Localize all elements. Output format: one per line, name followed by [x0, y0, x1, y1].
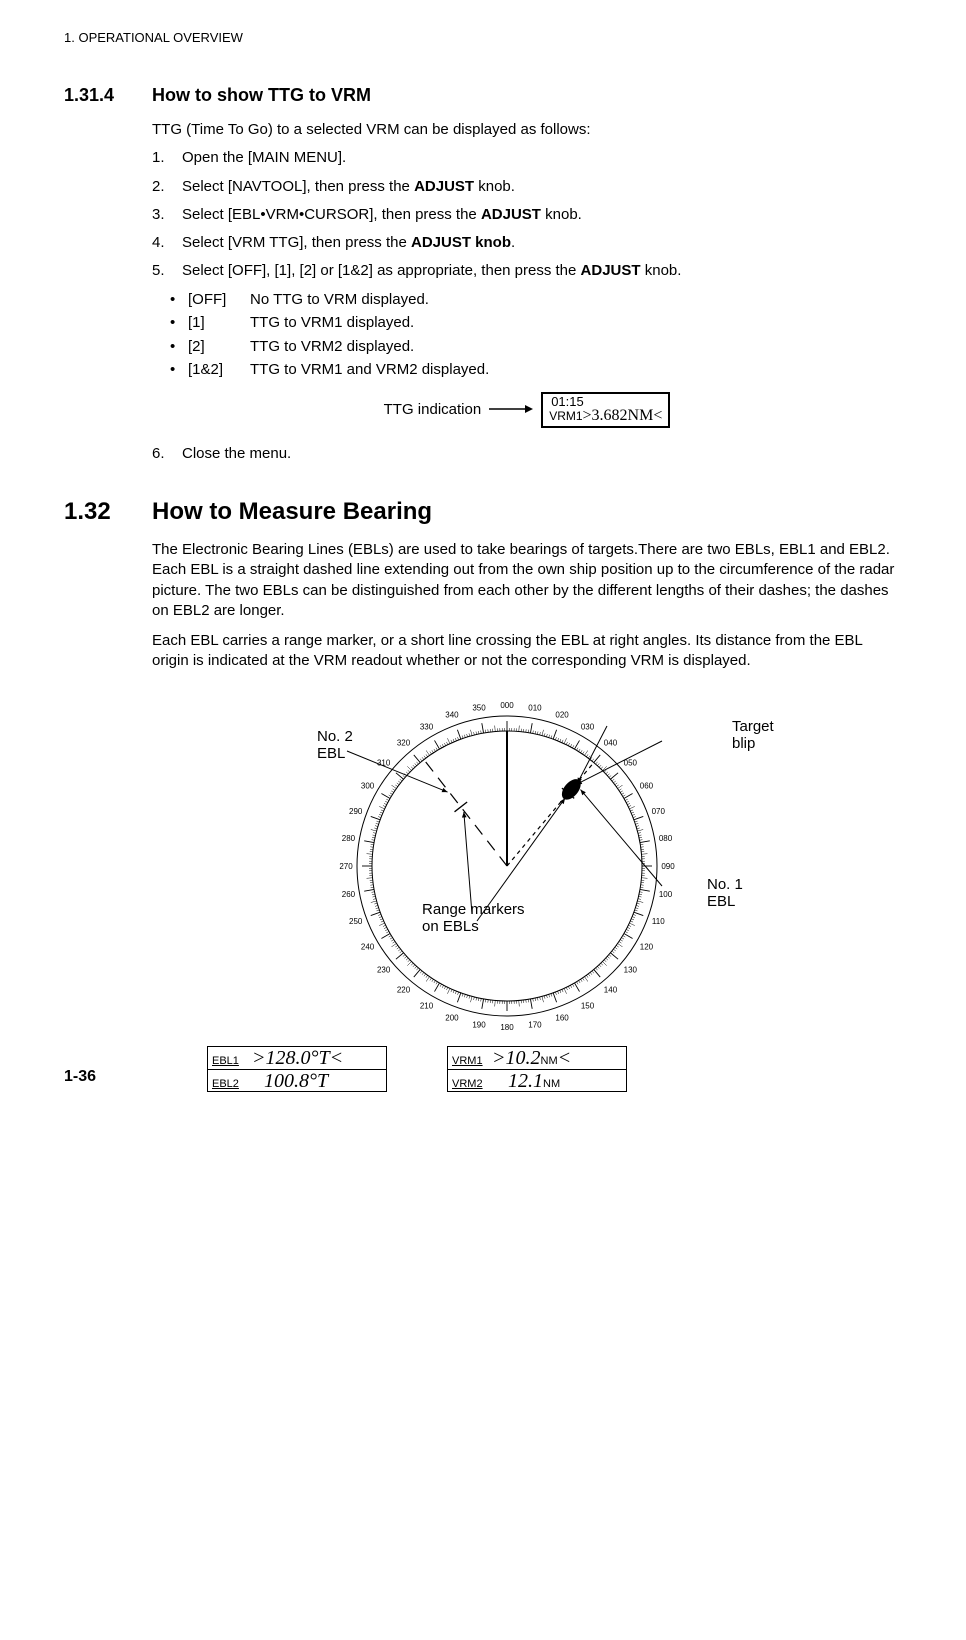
- annot-target: Targetblip: [732, 718, 774, 753]
- svg-text:220: 220: [397, 985, 411, 994]
- svg-text:270: 270: [339, 862, 353, 871]
- step-text: Select [VRM TTG], then press the ADJUST …: [182, 233, 515, 253]
- svg-text:260: 260: [342, 890, 356, 899]
- radar-diagram: 0000100200300400500600700800901001101201…: [207, 686, 847, 1086]
- step-item: 5. Select [OFF], [1], [2] or [1&2] as ap…: [152, 261, 902, 281]
- section-number: 1.32: [64, 498, 152, 526]
- step-number: 1.: [152, 148, 182, 168]
- step-number: 4.: [152, 233, 182, 253]
- svg-text:010: 010: [528, 703, 542, 712]
- svg-text:200: 200: [445, 1013, 459, 1022]
- ebl-readout-box: EBL1>128.0°T< EBL2100.8°T: [207, 1046, 387, 1092]
- intro-text: TTG (Time To Go) to a selected VRM can b…: [152, 120, 902, 140]
- step-item: 6. Close the menu.: [152, 444, 902, 464]
- ttg-indication-label: TTG indication: [384, 401, 482, 418]
- svg-text:350: 350: [472, 703, 486, 712]
- step-item: 4. Select [VRM TTG], then press the ADJU…: [152, 233, 902, 253]
- svg-text:210: 210: [420, 1001, 434, 1010]
- annot-ebl2: No. 2EBL: [317, 728, 353, 763]
- svg-text:240: 240: [361, 942, 375, 951]
- step-text: Select [EBL•VRM•CURSOR], then press the …: [182, 205, 582, 225]
- svg-text:090: 090: [661, 862, 675, 871]
- section-number: 1.31.4: [64, 85, 152, 106]
- section-title: How to Measure Bearing: [152, 498, 432, 526]
- section-heading: 1.31.4 How to show TTG to VRM: [64, 85, 902, 106]
- ttg-time: 01:15: [549, 395, 662, 409]
- ttg-vrm-value: VRM1>3.682NM<: [549, 408, 662, 425]
- step-text: Open the [MAIN MENU].: [182, 148, 346, 168]
- svg-text:100: 100: [659, 890, 673, 899]
- svg-text:160: 160: [555, 1013, 569, 1022]
- vrm-readout-box: VRM1>10.2NM< VRM212.1NM: [447, 1046, 627, 1092]
- svg-text:060: 060: [640, 781, 654, 790]
- arrow-right-icon: [489, 401, 533, 418]
- svg-text:130: 130: [624, 965, 638, 974]
- svg-text:040: 040: [604, 738, 618, 747]
- svg-text:300: 300: [361, 781, 375, 790]
- page-header: 1. OPERATIONAL OVERVIEW: [64, 30, 902, 45]
- step-item: 3. Select [EBL•VRM•CURSOR], then press t…: [152, 205, 902, 225]
- step-number: 6.: [152, 444, 182, 464]
- step-text: Close the menu.: [182, 444, 291, 464]
- step-number: 3.: [152, 205, 182, 225]
- page-number: 1-36: [64, 1068, 96, 1086]
- section-heading: 1.32 How to Measure Bearing: [64, 498, 902, 526]
- svg-text:190: 190: [472, 1020, 486, 1029]
- step-text: Select [NAVTOOL], then press the ADJUST …: [182, 177, 515, 197]
- svg-text:180: 180: [500, 1023, 514, 1032]
- svg-text:030: 030: [581, 722, 595, 731]
- svg-text:250: 250: [349, 917, 363, 926]
- step-number: 5.: [152, 261, 182, 281]
- option-item: •[OFF]No TTG to VRM displayed.: [170, 290, 902, 310]
- svg-text:000: 000: [500, 701, 514, 710]
- paragraph: Each EBL carries a range marker, or a sh…: [152, 631, 902, 672]
- svg-text:080: 080: [659, 834, 673, 843]
- svg-text:150: 150: [581, 1001, 595, 1010]
- option-item: •[1]TTG to VRM1 displayed.: [170, 313, 902, 333]
- svg-text:170: 170: [528, 1020, 542, 1029]
- option-item: •[1&2]TTG to VRM1 and VRM2 displayed.: [170, 360, 902, 380]
- paragraph: The Electronic Bearing Lines (EBLs) are …: [152, 540, 902, 621]
- svg-text:290: 290: [349, 807, 363, 816]
- svg-text:140: 140: [604, 985, 618, 994]
- step-item: 2. Select [NAVTOOL], then press the ADJU…: [152, 177, 902, 197]
- svg-text:070: 070: [652, 807, 666, 816]
- readout-row: EBL1>128.0°T< EBL2100.8°T VRM1>10.2NM< V…: [207, 1046, 627, 1092]
- step-item: 1. Open the [MAIN MENU].: [152, 148, 902, 168]
- annot-range: Range markerson EBLs: [422, 901, 525, 936]
- svg-text:020: 020: [555, 710, 569, 719]
- ttg-figure: TTG indication 01:15 VRM1>3.682NM<: [152, 392, 902, 428]
- svg-text:110: 110: [652, 917, 665, 926]
- option-item: •[2]TTG to VRM2 displayed.: [170, 337, 902, 357]
- annot-ebl1: No. 1EBL: [707, 876, 743, 911]
- svg-text:120: 120: [640, 942, 654, 951]
- step-text: Select [OFF], [1], [2] or [1&2] as appro…: [182, 261, 681, 281]
- ttg-readout-box: 01:15 VRM1>3.682NM<: [541, 392, 670, 428]
- svg-text:320: 320: [397, 738, 411, 747]
- svg-text:340: 340: [445, 710, 459, 719]
- svg-text:280: 280: [342, 834, 356, 843]
- section-title: How to show TTG to VRM: [152, 85, 371, 106]
- svg-text:230: 230: [377, 965, 391, 974]
- step-number: 2.: [152, 177, 182, 197]
- svg-text:330: 330: [420, 722, 434, 731]
